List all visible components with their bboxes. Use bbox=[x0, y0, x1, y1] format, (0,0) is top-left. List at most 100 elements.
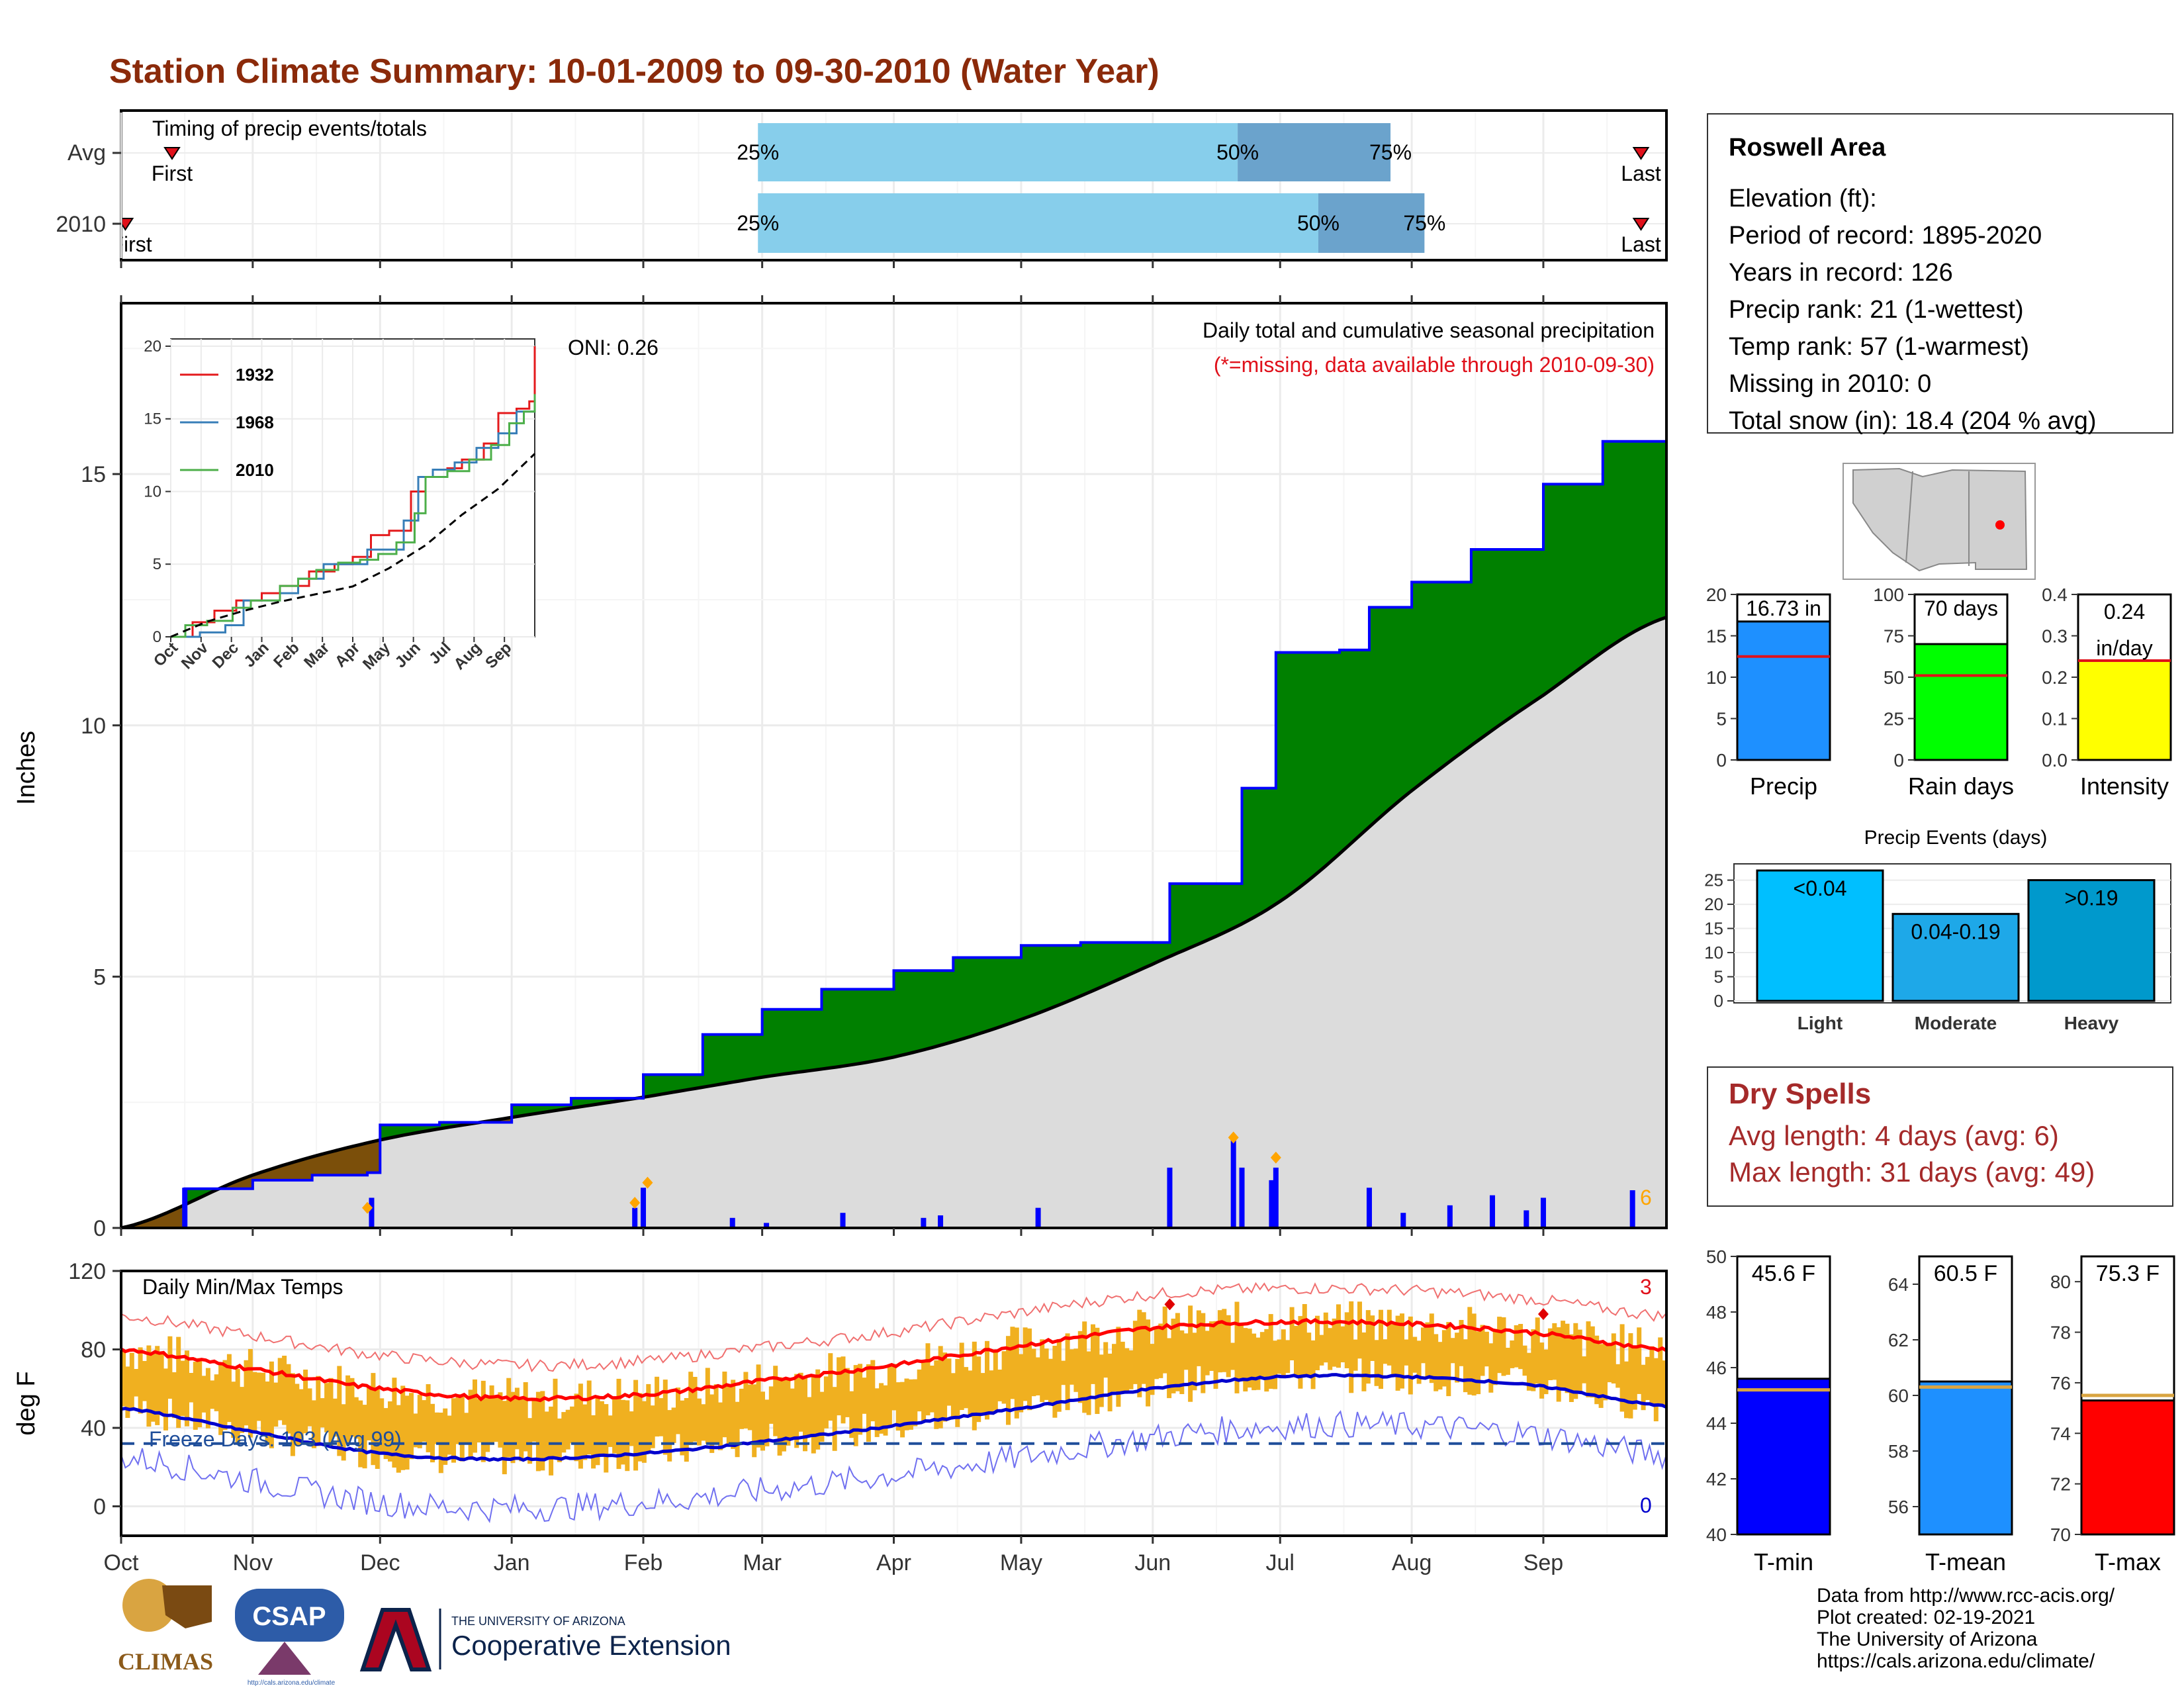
temp-bar-129 bbox=[667, 1410, 672, 1462]
temp-bar-317 bbox=[1463, 1339, 1468, 1393]
mini-bar-chart-intensity: 0.0 0.1 0.2 0.3 0.4 0.24 in/day Intensity bbox=[2042, 585, 2172, 800]
temp-bar-105 bbox=[565, 1409, 570, 1450]
temp-bar-261 bbox=[1226, 1315, 1231, 1378]
summary-bar-charts: 0 5 10 15 20 16.73 in Precip 0 25 50 75 100 70 days R… bbox=[1706, 585, 2172, 800]
temp-bar-258 bbox=[1213, 1321, 1218, 1389]
timing-bar-q25-q50 bbox=[758, 123, 1238, 181]
main-ytick-label-0: 0 bbox=[93, 1216, 106, 1241]
temp-bar-335 bbox=[1539, 1342, 1545, 1399]
temp-bar-284 bbox=[1323, 1312, 1328, 1363]
temp-bar-120 bbox=[629, 1411, 634, 1446]
mini-bar-tick-label-0: 0.0 bbox=[2042, 750, 2068, 771]
main-ylabel: Inches bbox=[13, 731, 40, 805]
temp-bar-226 bbox=[1077, 1331, 1083, 1403]
inset-line-2010 bbox=[171, 394, 536, 638]
temp-bar-271 bbox=[1268, 1314, 1273, 1389]
station-info-line-4: Temp rank: 57 (1-warmest) bbox=[1729, 333, 2029, 361]
temp-bar-257 bbox=[1209, 1321, 1214, 1371]
temp-bar-289 bbox=[1344, 1312, 1349, 1368]
temperature-panel: 0 40 80 120 Oct Nov Dec Jan Feb Mar Apr May Jun Jul A… bbox=[13, 1259, 1668, 1575]
temp-bar-98 bbox=[535, 1391, 541, 1472]
temp-summary-value-label: 45.6 F bbox=[1752, 1261, 1815, 1286]
temp-bar-357 bbox=[1632, 1347, 1637, 1410]
temp-bar-244 bbox=[1154, 1327, 1159, 1380]
snow-marker-1 bbox=[629, 1197, 641, 1209]
mini-bar-category-label: Intensity bbox=[2080, 773, 2169, 800]
temp-bar-318 bbox=[1467, 1307, 1473, 1395]
temp-bar-205 bbox=[989, 1370, 994, 1413]
first-event-label: First bbox=[111, 232, 152, 256]
temp-bar-1 bbox=[125, 1366, 130, 1418]
events-title: Precip Events (days) bbox=[1864, 827, 2048, 849]
temp-summary-tick-label-5: 80 bbox=[2050, 1272, 2071, 1292]
temp-bar-211 bbox=[1014, 1327, 1019, 1419]
temp-bar-100 bbox=[544, 1411, 549, 1458]
temp-bar-362 bbox=[1653, 1358, 1659, 1422]
temp-bar-64 bbox=[392, 1378, 397, 1468]
temp-bar-296 bbox=[1374, 1340, 1379, 1386]
daily-precip-bar-12 bbox=[1239, 1167, 1245, 1228]
daily-precip-bar-0 bbox=[182, 1188, 188, 1228]
event-bar-rect bbox=[1756, 869, 1884, 1002]
daily-precip-bar-13 bbox=[1269, 1180, 1275, 1228]
temp-bar-279 bbox=[1302, 1304, 1307, 1376]
temp-bar-157 bbox=[786, 1378, 791, 1446]
temp-bar-242 bbox=[1146, 1319, 1151, 1407]
temp-bar-179 bbox=[879, 1383, 884, 1434]
temp-bar-220 bbox=[1052, 1346, 1058, 1418]
mini-bar-chart-rain-days: 0 25 50 75 100 70 days Rain days bbox=[1873, 585, 2014, 800]
temp-bar-254 bbox=[1196, 1310, 1201, 1366]
temp-bar-153 bbox=[768, 1386, 774, 1424]
temp-bar-104 bbox=[561, 1412, 567, 1453]
ua-logo-small-text: THE UNIVERSITY OF ARIZONA bbox=[451, 1615, 625, 1628]
temp-bar-87 bbox=[489, 1385, 494, 1445]
inset-legend-label-0: 1932 bbox=[236, 365, 274, 385]
temp-bar-277 bbox=[1294, 1326, 1298, 1376]
temp-bar-213 bbox=[1023, 1327, 1028, 1401]
temp-bar-167 bbox=[828, 1353, 833, 1421]
temp-bar-135 bbox=[692, 1377, 698, 1442]
snow-marker-2 bbox=[642, 1176, 653, 1189]
event-category-label: Moderate bbox=[1915, 1013, 1997, 1033]
temp-bar-309 bbox=[1429, 1313, 1434, 1383]
temp-bar-29 bbox=[244, 1360, 249, 1426]
temp-bar-252 bbox=[1188, 1305, 1193, 1402]
temp-bar-269 bbox=[1259, 1332, 1265, 1379]
temp-ylabel: deg F bbox=[13, 1371, 40, 1435]
temp-bar-330 bbox=[1518, 1324, 1524, 1370]
temp-bar-83 bbox=[473, 1379, 477, 1453]
record-high-marker-1 bbox=[1537, 1308, 1549, 1321]
temp-bar-86 bbox=[485, 1397, 490, 1452]
footer-line-0: Data from http://www.rcc-acis.org/ bbox=[1817, 1585, 2115, 1607]
temp-bar-203 bbox=[980, 1373, 985, 1416]
temp-bar-227 bbox=[1082, 1321, 1087, 1413]
temp-bar-112 bbox=[595, 1397, 600, 1466]
temp-bar-209 bbox=[1006, 1336, 1011, 1425]
temp-summary-t-max: 70 72 74 76 78 80 75.3 F T-max bbox=[2050, 1255, 2175, 1575]
temp-bar-3 bbox=[134, 1369, 139, 1397]
mini-bar-category-label: Rain days bbox=[1908, 773, 2014, 800]
snow-marker-3 bbox=[1228, 1131, 1239, 1144]
temp-ytick-label-0: 0 bbox=[93, 1495, 106, 1520]
temp-summary-t-mean: 56 58 60 62 64 60.5 F T-mean bbox=[1888, 1255, 2013, 1575]
inset-legend-label-1: 1968 bbox=[236, 412, 274, 432]
month-label-jul: Jul bbox=[1266, 1550, 1295, 1575]
main-ytick-label-3: 15 bbox=[81, 462, 106, 487]
temp-bar-4 bbox=[138, 1347, 143, 1414]
temp-bar-303 bbox=[1404, 1339, 1409, 1366]
temp-bar-173 bbox=[853, 1365, 858, 1446]
temp-bar-290 bbox=[1349, 1301, 1354, 1393]
temp-bar-338 bbox=[1552, 1323, 1557, 1380]
temp-bar-139 bbox=[709, 1394, 715, 1453]
mini-bar-tick-label-2: 0.2 bbox=[2042, 667, 2068, 688]
temp-bar-339 bbox=[1556, 1327, 1561, 1402]
temp-bar-337 bbox=[1547, 1328, 1553, 1380]
last-event-marker bbox=[1632, 147, 1650, 160]
temp-bar-2 bbox=[129, 1352, 134, 1409]
temp-bar-50 bbox=[332, 1398, 338, 1437]
temp-bar-345 bbox=[1582, 1356, 1587, 1383]
month-label-may: May bbox=[1000, 1550, 1042, 1575]
daily-precip-bar-16 bbox=[1400, 1213, 1406, 1228]
event-category-label: Light bbox=[1797, 1013, 1843, 1033]
temp-bar-264 bbox=[1238, 1324, 1244, 1382]
